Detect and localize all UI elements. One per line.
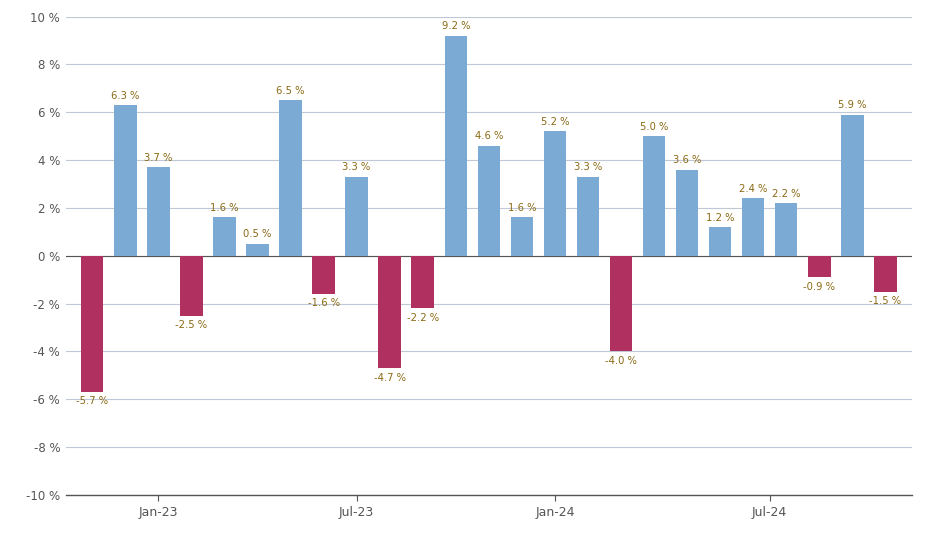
- Bar: [841, 114, 864, 256]
- Bar: [543, 131, 566, 256]
- Text: 1.2 %: 1.2 %: [706, 213, 734, 223]
- Text: -1.5 %: -1.5 %: [870, 296, 901, 306]
- Text: 5.9 %: 5.9 %: [838, 100, 867, 111]
- Bar: [510, 217, 533, 256]
- Bar: [379, 256, 400, 368]
- Text: -2.5 %: -2.5 %: [176, 320, 208, 330]
- Text: -5.7 %: -5.7 %: [76, 397, 108, 406]
- Text: 3.6 %: 3.6 %: [673, 155, 701, 166]
- Bar: [874, 256, 897, 292]
- Bar: [577, 177, 599, 256]
- Text: 3.3 %: 3.3 %: [342, 162, 370, 173]
- Bar: [147, 167, 169, 256]
- Bar: [345, 177, 368, 256]
- Bar: [81, 256, 103, 392]
- Bar: [478, 146, 500, 256]
- Bar: [246, 244, 269, 256]
- Text: -1.6 %: -1.6 %: [307, 298, 339, 309]
- Bar: [610, 256, 633, 351]
- Bar: [709, 227, 731, 256]
- Text: 1.6 %: 1.6 %: [508, 203, 536, 213]
- Bar: [412, 256, 434, 309]
- Text: 5.0 %: 5.0 %: [640, 122, 668, 132]
- Text: -2.2 %: -2.2 %: [407, 313, 439, 323]
- Text: 6.5 %: 6.5 %: [276, 86, 305, 96]
- Text: 2.2 %: 2.2 %: [772, 189, 801, 199]
- Bar: [808, 256, 831, 277]
- Text: 1.6 %: 1.6 %: [211, 203, 239, 213]
- Text: 2.4 %: 2.4 %: [739, 184, 767, 194]
- Text: 6.3 %: 6.3 %: [111, 91, 139, 101]
- Text: 9.2 %: 9.2 %: [442, 21, 470, 31]
- Text: -4.7 %: -4.7 %: [374, 372, 406, 382]
- Text: 3.7 %: 3.7 %: [144, 153, 173, 163]
- Bar: [312, 256, 335, 294]
- Bar: [213, 217, 236, 256]
- Text: 4.6 %: 4.6 %: [475, 131, 503, 141]
- Bar: [279, 100, 302, 256]
- Bar: [742, 199, 764, 256]
- Bar: [676, 169, 698, 256]
- Bar: [180, 256, 203, 316]
- Text: 0.5 %: 0.5 %: [243, 229, 272, 239]
- Bar: [445, 36, 467, 256]
- Text: 3.3 %: 3.3 %: [573, 162, 602, 173]
- Text: -0.9 %: -0.9 %: [804, 282, 836, 292]
- Bar: [775, 203, 797, 256]
- Bar: [114, 105, 136, 256]
- Text: -4.0 %: -4.0 %: [605, 356, 637, 366]
- Bar: [643, 136, 666, 256]
- Text: 5.2 %: 5.2 %: [540, 117, 569, 127]
